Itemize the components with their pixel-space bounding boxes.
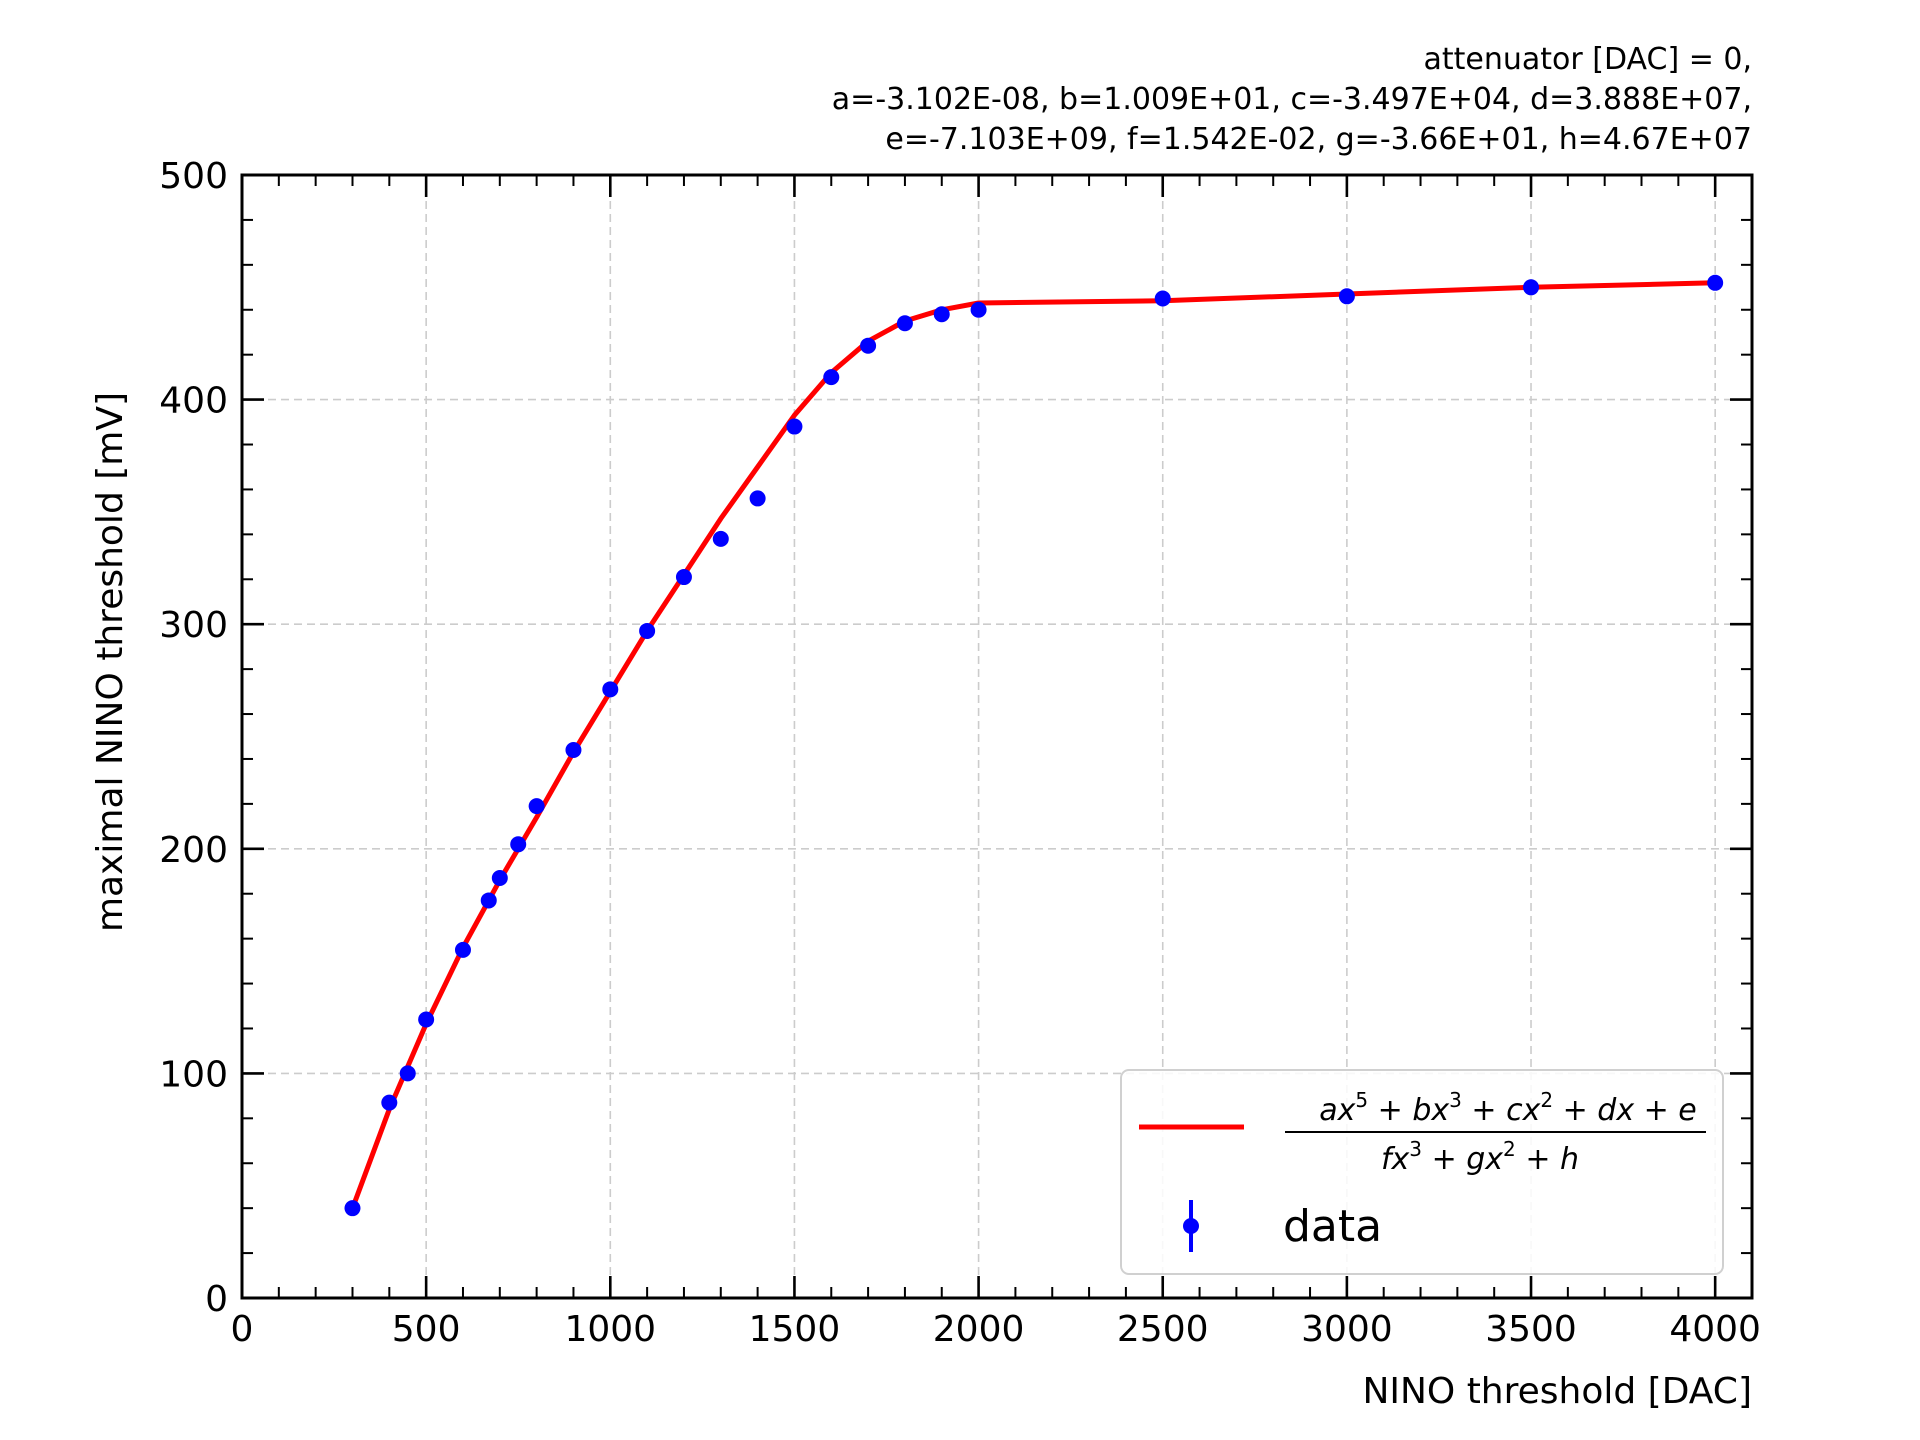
- y-tick-label: 100: [159, 1054, 228, 1095]
- legend-fit-denominator: fx3 + gx2 + h: [1381, 1137, 1579, 1177]
- data-point: [1338, 288, 1355, 305]
- x-tick-label: 4000: [1669, 1309, 1761, 1350]
- data-point: [970, 301, 987, 318]
- x-tick-label: 2000: [933, 1309, 1025, 1350]
- legend-fit-numerator: ax5 + bx3 + cx2 + dx + e: [1319, 1088, 1697, 1128]
- data-point: [1707, 274, 1724, 291]
- x-tick-label: 1000: [564, 1309, 656, 1350]
- x-tick-label: 1500: [749, 1309, 841, 1350]
- header-line-1: attenuator [DAC] = 0,: [1423, 42, 1752, 77]
- data-point: [344, 1200, 361, 1217]
- data-point: [491, 869, 508, 886]
- data-point: [480, 892, 497, 909]
- y-tick-label: 0: [205, 1279, 228, 1320]
- data-point: [1154, 290, 1171, 307]
- data-point: [786, 418, 803, 435]
- legend-box: [1120, 1069, 1724, 1275]
- header-line-3: e=-7.103E+09, f=1.542E-02, g=-3.66E+01, …: [885, 122, 1752, 157]
- data-point: [749, 490, 766, 507]
- data-point: [510, 836, 527, 853]
- data-point: [381, 1094, 398, 1111]
- x-tick-label: 2500: [1117, 1309, 1209, 1350]
- x-tick-label: 0: [231, 1309, 254, 1350]
- fit-curve-layer: [350, 280, 1718, 1211]
- header-line-2: a=-3.102E-08, b=1.009E+01, c=-3.497E+04,…: [832, 82, 1752, 117]
- data-point: [399, 1065, 416, 1082]
- y-tick-label: 300: [159, 605, 228, 646]
- data-point: [528, 798, 545, 815]
- y-axis-title: maximal NINO threshold [mV]: [90, 392, 131, 932]
- grid: [242, 175, 1752, 1298]
- data-point: [860, 337, 877, 354]
- legend-data-label: data: [1283, 1201, 1382, 1252]
- x-axis-title: NINO threshold [DAC]: [1362, 1371, 1752, 1412]
- data-point: [454, 941, 471, 958]
- data-point: [639, 622, 656, 639]
- data-point: [896, 315, 913, 332]
- y-tick-label: 500: [159, 156, 228, 197]
- data-point: [823, 369, 840, 386]
- fit-curve: [350, 280, 1718, 1211]
- legend-data-marker: [1183, 1218, 1199, 1234]
- y-tick-label: 200: [159, 830, 228, 871]
- x-tick-label: 3500: [1485, 1309, 1577, 1350]
- axes: [240, 173, 1754, 1300]
- x-tick-label: 3000: [1301, 1309, 1393, 1350]
- data-point: [602, 681, 619, 698]
- data-point: [1523, 279, 1540, 296]
- data-point: [565, 741, 582, 758]
- chart-header: attenuator [DAC] = 0, a=-3.102E-08, b=1.…: [832, 42, 1752, 157]
- data-point: [933, 306, 950, 323]
- tick-labels: 0 500 1000 1500 2000 2500 3000 3500 4000 0 100 200 3…: [159, 156, 1761, 1350]
- data-point: [675, 569, 692, 586]
- data-points-layer: [344, 274, 1724, 1217]
- y-tick-label: 400: [159, 381, 228, 422]
- plot-frame: [240, 173, 1754, 1300]
- legend: ax5 + bx3 + cx2 + dx + e fx3 + gx2 + h d…: [1120, 1069, 1724, 1275]
- x-tick-label: 500: [392, 1309, 461, 1350]
- data-point: [418, 1011, 435, 1028]
- data-point: [712, 530, 729, 547]
